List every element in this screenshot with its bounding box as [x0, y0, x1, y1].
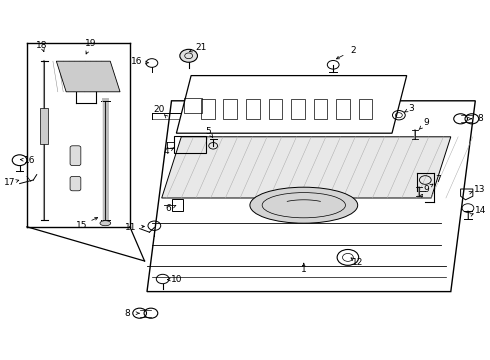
- Text: 17: 17: [4, 178, 16, 187]
- Text: 4: 4: [164, 148, 170, 156]
- Bar: [269, 99, 282, 119]
- FancyBboxPatch shape: [70, 146, 81, 166]
- Text: 16: 16: [131, 57, 143, 66]
- Text: 7: 7: [436, 175, 441, 184]
- Text: 3: 3: [409, 104, 415, 112]
- Text: 8: 8: [477, 114, 483, 123]
- Bar: [314, 99, 327, 119]
- Text: 15: 15: [76, 220, 88, 230]
- Text: 20: 20: [153, 105, 165, 114]
- Text: 11: 11: [125, 223, 137, 232]
- Ellipse shape: [250, 187, 358, 223]
- Text: 8: 8: [124, 309, 130, 318]
- Bar: [223, 99, 237, 119]
- Polygon shape: [176, 76, 407, 133]
- Text: 16: 16: [24, 156, 35, 165]
- Text: 9: 9: [423, 184, 429, 194]
- Bar: [246, 99, 260, 119]
- Text: 2: 2: [350, 46, 356, 55]
- Text: 13: 13: [474, 184, 486, 194]
- Text: 14: 14: [474, 206, 486, 215]
- Polygon shape: [162, 137, 451, 198]
- Bar: [172, 199, 183, 211]
- Text: 5: 5: [205, 127, 211, 136]
- Text: 6: 6: [165, 204, 171, 213]
- Text: 10: 10: [171, 274, 182, 284]
- Text: 1: 1: [301, 266, 307, 274]
- Text: 18: 18: [36, 40, 48, 49]
- Text: 9: 9: [423, 118, 429, 127]
- Bar: [359, 99, 372, 119]
- FancyBboxPatch shape: [70, 176, 81, 191]
- Text: 19: 19: [85, 40, 97, 49]
- Polygon shape: [147, 101, 475, 292]
- Bar: [291, 99, 305, 119]
- Bar: [184, 98, 202, 113]
- Text: 21: 21: [195, 43, 207, 52]
- Bar: [40, 108, 48, 144]
- Bar: [336, 99, 350, 119]
- Text: 12: 12: [352, 258, 364, 267]
- Bar: [201, 99, 215, 119]
- Bar: [174, 136, 206, 153]
- Ellipse shape: [100, 221, 111, 226]
- Circle shape: [180, 49, 197, 62]
- Polygon shape: [56, 61, 120, 92]
